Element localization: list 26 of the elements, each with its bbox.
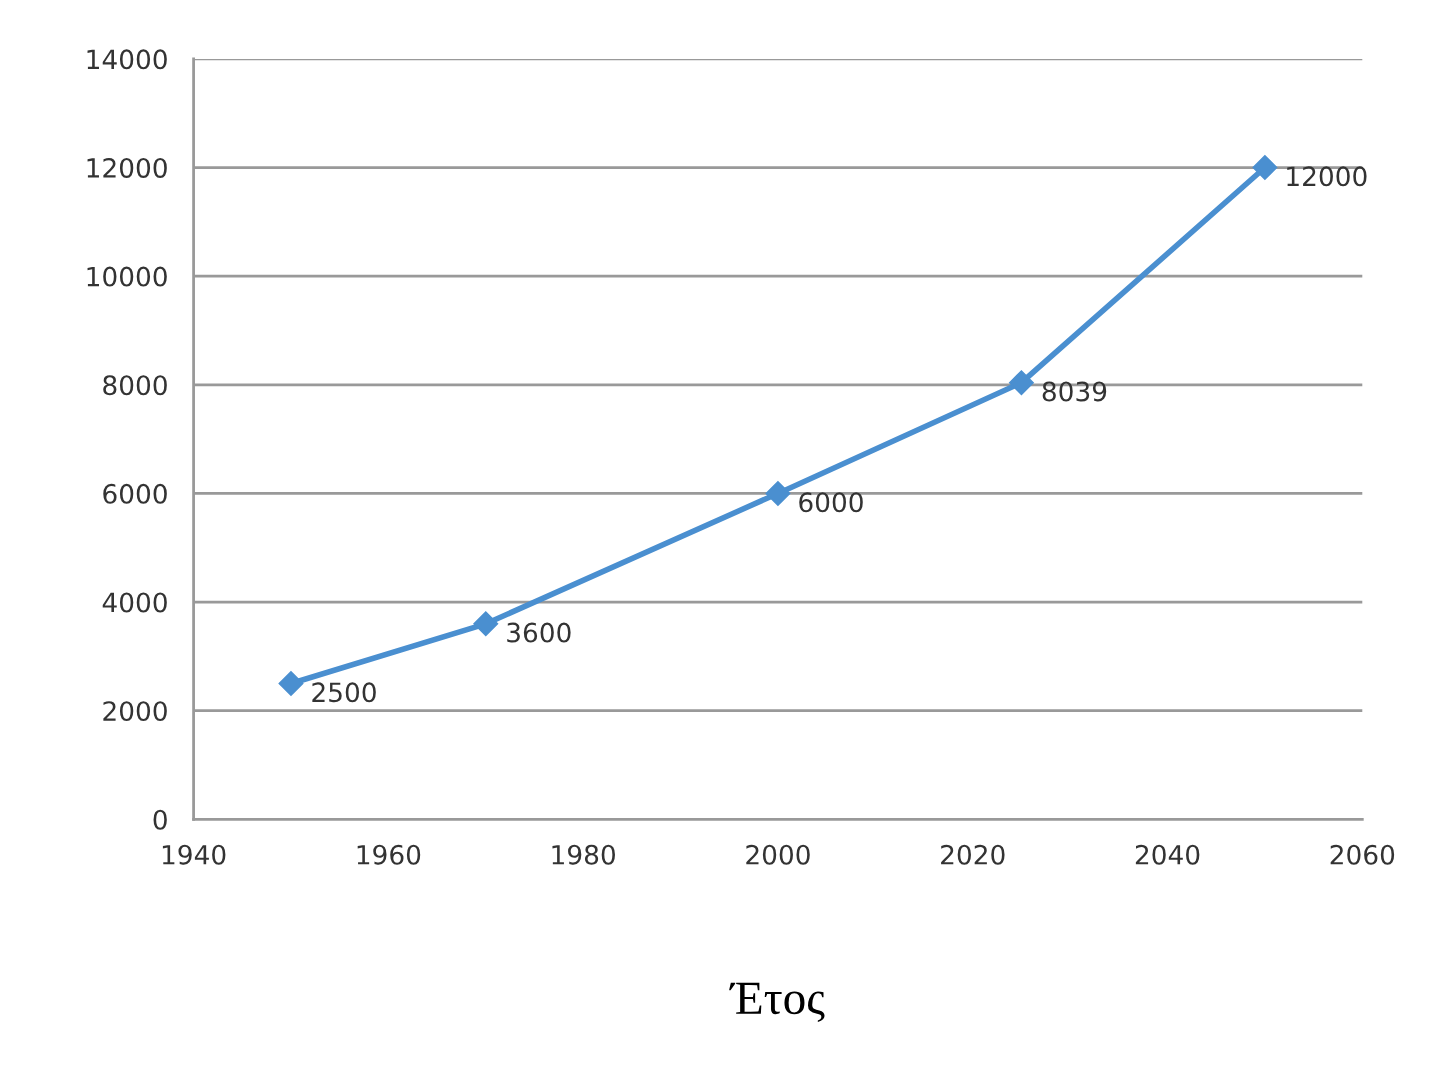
x-tick-label: 2060 [1330,844,1395,865]
y-tick-label: 12000 [87,157,167,178]
y-tick-label: 4000 [102,592,167,613]
data-label: 2500 [312,682,376,703]
x-tick-label: 2000 [746,844,810,865]
y-tick-label: 0 [153,809,167,830]
y-tick-label: 6000 [103,483,167,504]
x-tick-label: 2020 [941,844,1005,865]
point [473,611,499,637]
point [278,671,304,697]
point [1008,370,1034,396]
point [765,480,791,506]
data-label: 3600 [507,622,571,643]
y-tick-label: 2000 [103,701,167,722]
data-label: 8039 [1042,381,1107,402]
x-tick-label: 2040 [1135,844,1200,865]
data-label: 12000 [1287,166,1367,187]
x-axis-title: Έτος [729,982,825,1023]
x-tick-label: 1980 [552,844,615,865]
x-tick-label: 1940 [162,844,226,865]
data-label: 6000 [799,492,863,513]
y-tick-label: 14000 [87,49,167,70]
y-tick-label: 8000 [103,375,167,396]
y-tick-label: 10000 [87,266,167,287]
x-tick-label: 1960 [357,844,421,865]
point [1252,155,1278,181]
